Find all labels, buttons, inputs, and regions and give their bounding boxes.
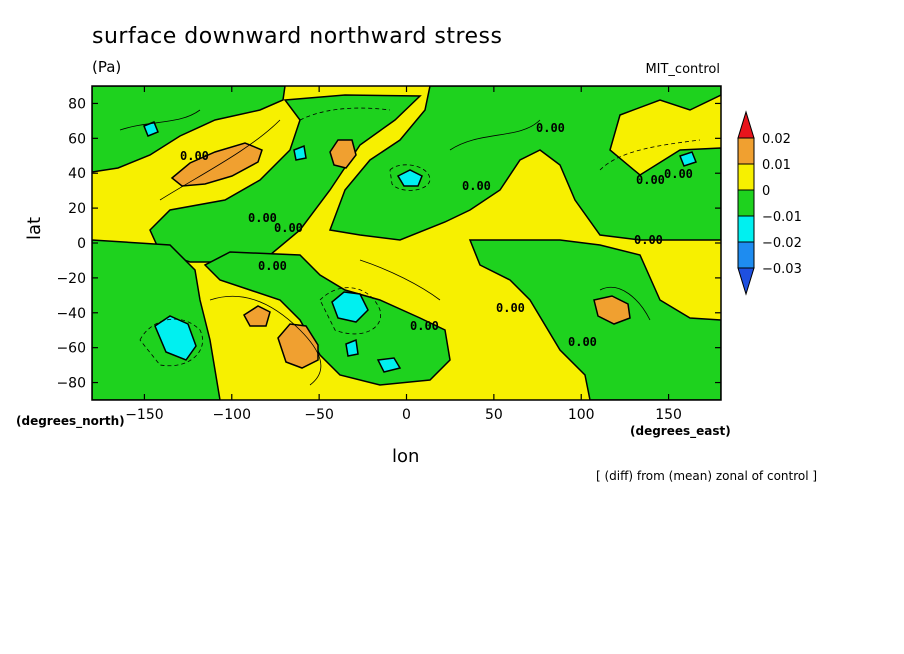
x-tick-label: 100	[568, 407, 595, 423]
colorbar-max-arrow	[737, 110, 755, 139]
contour-label: 0.00	[462, 179, 491, 193]
contour-line	[389, 164, 431, 191]
orange-region	[329, 139, 357, 169]
colorbar-min-arrow	[737, 267, 755, 296]
colorbar-swatch	[737, 215, 755, 243]
x-axis-label: lon	[392, 446, 420, 467]
contour-label: 0.00	[496, 301, 525, 315]
colorbar-label: 0	[762, 184, 770, 199]
y-tick-label: 60	[68, 131, 86, 147]
contour-line	[319, 287, 381, 335]
y-tick-label: 80	[68, 96, 86, 112]
x-tick-label: 50	[485, 407, 503, 423]
cyan-region	[154, 315, 197, 361]
colorbar-swatch	[737, 137, 755, 165]
contour-lines	[119, 109, 651, 386]
contour-label: 0.00	[568, 335, 597, 349]
orange-region	[593, 295, 631, 325]
y-tick-label: 40	[68, 166, 86, 182]
colorbar-swatch	[737, 163, 755, 191]
chart-title: surface downward northward stress	[92, 24, 503, 49]
run-label: MIT_control	[645, 62, 720, 77]
x-tick-label: −100	[213, 407, 251, 423]
contour-line	[599, 287, 651, 321]
y-tick-label: 0	[77, 236, 86, 252]
colorbar: 0.02 0.01 0 −0.01 −0.02 −0.03	[737, 110, 802, 296]
contour-line	[449, 119, 541, 151]
colorbar-label: −0.01	[762, 210, 802, 225]
contour-label: 0.00	[664, 167, 693, 181]
green-region	[328, 86, 721, 241]
contour-label: 0.00	[258, 259, 287, 273]
units-label: (Pa)	[92, 58, 122, 76]
cyan-region	[679, 151, 697, 167]
green-region	[468, 239, 721, 400]
contour-line	[139, 318, 203, 367]
contour-line	[299, 107, 391, 121]
orange-region	[243, 305, 271, 327]
cyan-region	[331, 291, 369, 323]
y-unit-label: (degrees_north)	[16, 414, 125, 428]
x-unit-label: (degrees_east)	[630, 424, 731, 438]
green-region	[203, 251, 451, 386]
contour-line	[119, 109, 201, 131]
contour-label: 0.00	[410, 319, 439, 333]
cyan-region	[376, 357, 402, 373]
contour-label: 0.00	[180, 149, 209, 163]
contour-line	[159, 119, 281, 201]
colorbar-label: −0.02	[762, 236, 802, 251]
cyan-region	[293, 144, 307, 161]
colorbar-swatch	[737, 241, 755, 269]
y-tick-label: −60	[56, 341, 86, 357]
y-tick-label: −20	[56, 271, 86, 287]
y-tick-label: −80	[56, 376, 86, 392]
x-tick-label: 150	[655, 407, 682, 423]
contour-label: 0.00	[634, 233, 663, 247]
green-region	[92, 239, 221, 400]
contour-label: 0.00	[636, 173, 665, 187]
cyan-region	[396, 169, 423, 187]
contour-line	[599, 139, 701, 171]
colorbar-label: −0.03	[762, 262, 802, 277]
green-region	[92, 86, 286, 173]
contour-label: 0.00	[248, 211, 277, 225]
y-axis-label: lat	[24, 216, 45, 240]
contour-line	[359, 259, 441, 301]
x-tick-label: −150	[125, 407, 163, 423]
orange-region	[277, 323, 319, 369]
dashed-contours	[139, 107, 701, 367]
contour-label: 0.00	[274, 221, 303, 235]
contour-line	[209, 295, 322, 386]
y-axis: 80 60 40 20 0 −20 −40 −60 −80	[56, 96, 721, 392]
x-axis: −150 −100 −50 0 50 100 150	[125, 86, 682, 423]
colorbar-label: 0.01	[762, 158, 791, 173]
colorbar-label: 0.02	[762, 132, 791, 147]
y-tick-label: 20	[68, 201, 86, 217]
x-tick-label: −50	[304, 407, 334, 423]
y-tick-label: −40	[56, 306, 86, 322]
contour-label: 0.00	[536, 121, 565, 135]
footnote: [ (diff) from (mean) zonal of control ]	[596, 469, 818, 483]
colorbar-swatch	[737, 189, 755, 217]
x-tick-label: 0	[402, 407, 411, 423]
contour-field: 0.00 0.00 0.00 0.00 0.00 0.00 0.00 0.00 …	[92, 86, 721, 400]
orange-region	[170, 142, 263, 187]
cyan-region	[345, 338, 359, 357]
